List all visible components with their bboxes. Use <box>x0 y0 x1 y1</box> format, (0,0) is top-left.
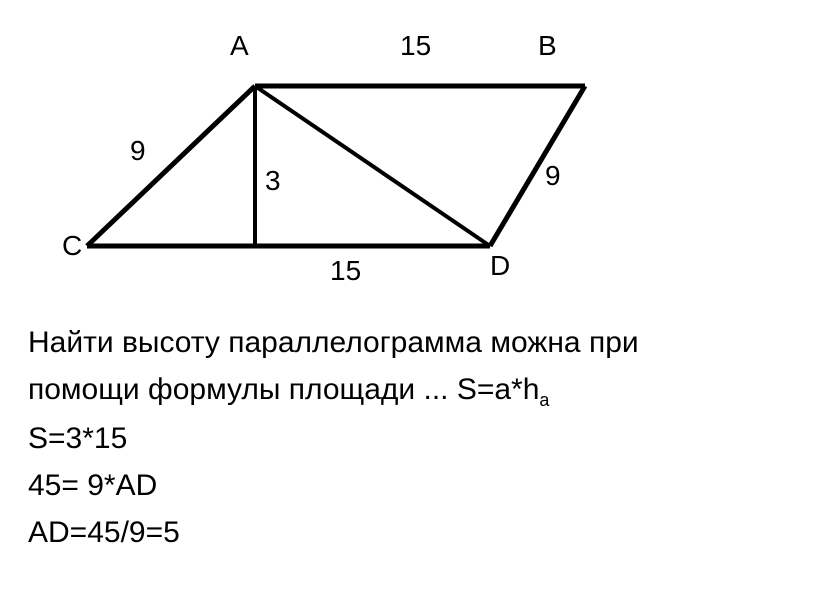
edge-label-AC: 9 <box>130 135 146 167</box>
text-line-2-sub: a <box>539 390 549 410</box>
text-line-5: AD=45/9=5 <box>28 510 803 555</box>
vertex-label-A: A <box>230 30 249 62</box>
text-line-3: S=3*15 <box>28 416 803 461</box>
edge-BD <box>490 86 585 246</box>
text-line-2-main: помощи формулы площади ... S=a*h <box>28 373 539 406</box>
edge-label-BD: 9 <box>545 160 561 192</box>
geometry-diagram: A B C D 15 9 9 15 3 <box>50 30 650 310</box>
edge-label-AB: 15 <box>400 30 431 62</box>
text-line-2: помощи формулы площади ... S=a*ha <box>28 367 803 414</box>
edge-CA <box>87 86 255 246</box>
vertex-label-D: D <box>490 250 510 282</box>
edge-label-height: 3 <box>265 165 281 197</box>
vertex-label-B: B <box>538 30 557 62</box>
solution-text: Найти высоту параллелограмма можна при п… <box>28 320 803 557</box>
text-line-1: Найти высоту параллелограмма можна при <box>28 320 803 365</box>
edge-label-CD: 15 <box>330 255 361 287</box>
text-line-4: 45= 9*AD <box>28 463 803 508</box>
diagonal-AD <box>255 86 490 246</box>
vertex-label-C: C <box>62 230 82 262</box>
